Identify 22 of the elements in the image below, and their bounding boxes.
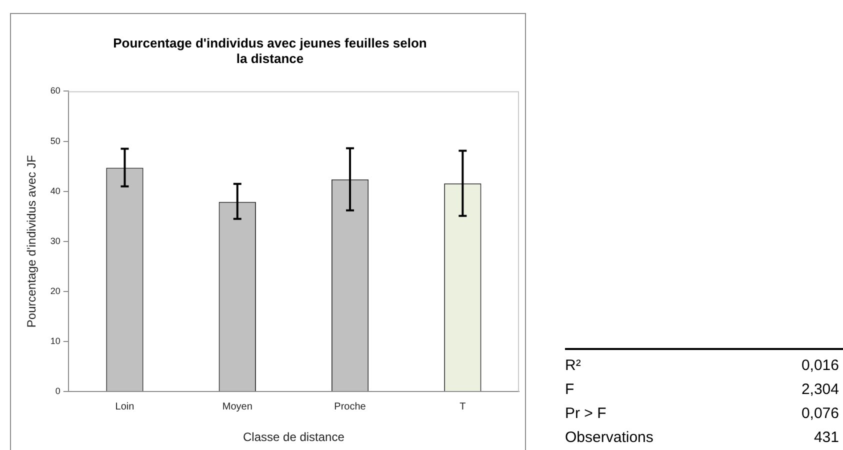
x-tick-label: T — [460, 401, 466, 412]
x-tick-label: Proche — [334, 401, 366, 412]
text: 0,016 — [801, 356, 839, 376]
y-tick-label: 30 — [50, 236, 60, 246]
text: 2,304 — [801, 380, 839, 400]
x-tick-label: Loin — [115, 401, 134, 412]
x-axis-title: Classe de distance — [243, 430, 345, 444]
y-tick-label: 40 — [50, 186, 60, 196]
text: Observations — [565, 428, 654, 448]
x-tick-label: Moyen — [222, 401, 252, 412]
y-tick-label: 60 — [50, 86, 60, 96]
text: Pr > F — [565, 404, 606, 424]
y-tick-label: 10 — [50, 336, 60, 346]
y-axis-title: Pourcentage d'individus avec JF — [24, 155, 39, 328]
y-tick-label: 20 — [50, 286, 60, 296]
y-tick-label: 0 — [55, 386, 60, 396]
text: 0,076 — [801, 404, 839, 424]
text: 431 — [814, 428, 839, 448]
chart-title: Pourcentage d'individus avec jeunes feuilles selon la distance — [113, 35, 427, 66]
y-tick-label: 50 — [50, 136, 60, 146]
text: F — [565, 380, 574, 400]
text: R² — [565, 356, 581, 376]
